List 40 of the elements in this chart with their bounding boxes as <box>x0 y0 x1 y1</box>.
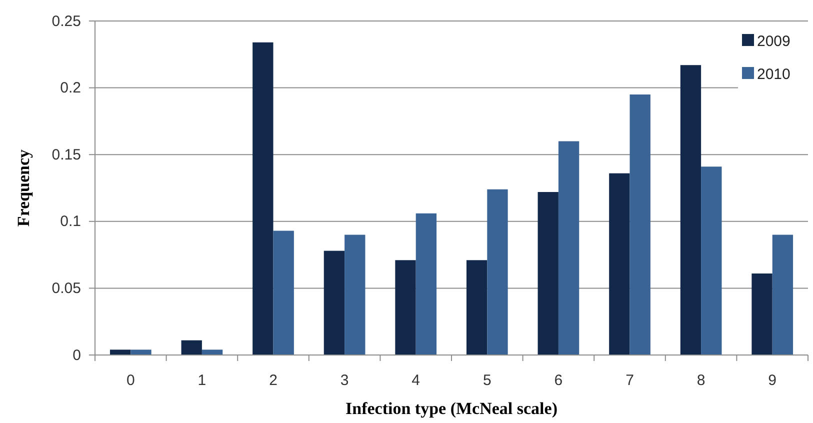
x-tick-label: 9 <box>768 372 777 389</box>
bar <box>701 166 722 355</box>
y-tick-label: 0.1 <box>60 213 81 230</box>
bar <box>181 340 202 355</box>
y-tick-label: 0.15 <box>52 146 81 164</box>
bar <box>110 350 131 355</box>
x-axis-title: Infection type (McNeal scale) <box>346 399 558 418</box>
x-tick-label: 3 <box>340 372 349 389</box>
y-tick-label: 0 <box>72 346 81 364</box>
bar <box>252 42 274 355</box>
bar <box>609 173 630 355</box>
bar <box>416 213 437 355</box>
bar <box>202 350 223 355</box>
bar <box>344 234 366 355</box>
bar <box>558 141 580 355</box>
bar <box>130 350 152 355</box>
x-tick-label: 2 <box>269 372 278 389</box>
legend-label: 2009 <box>757 33 790 50</box>
bar <box>630 94 650 355</box>
x-tick-label: 6 <box>554 372 563 389</box>
bar <box>487 189 508 355</box>
x-tick-label: 4 <box>412 372 420 389</box>
y-tick-label: 0.25 <box>52 12 81 30</box>
bar <box>466 260 488 355</box>
y-axis-title: Frequency <box>14 148 33 227</box>
x-tick-label: 5 <box>482 372 492 389</box>
legend-label: 2010 <box>757 66 790 83</box>
x-tick-label: 7 <box>626 372 634 389</box>
y-tick-label: 0.05 <box>52 280 81 297</box>
bar <box>538 192 558 355</box>
x-tick-label: 8 <box>696 372 706 389</box>
y-tick-label: 0.2 <box>60 80 81 97</box>
x-tick-label: 1 <box>198 372 206 389</box>
bar <box>324 250 345 355</box>
bar <box>772 234 794 355</box>
bar <box>395 260 416 355</box>
bar <box>752 274 772 355</box>
x-tick-label: 0 <box>126 372 135 389</box>
bar <box>680 65 702 355</box>
bar <box>273 230 294 355</box>
